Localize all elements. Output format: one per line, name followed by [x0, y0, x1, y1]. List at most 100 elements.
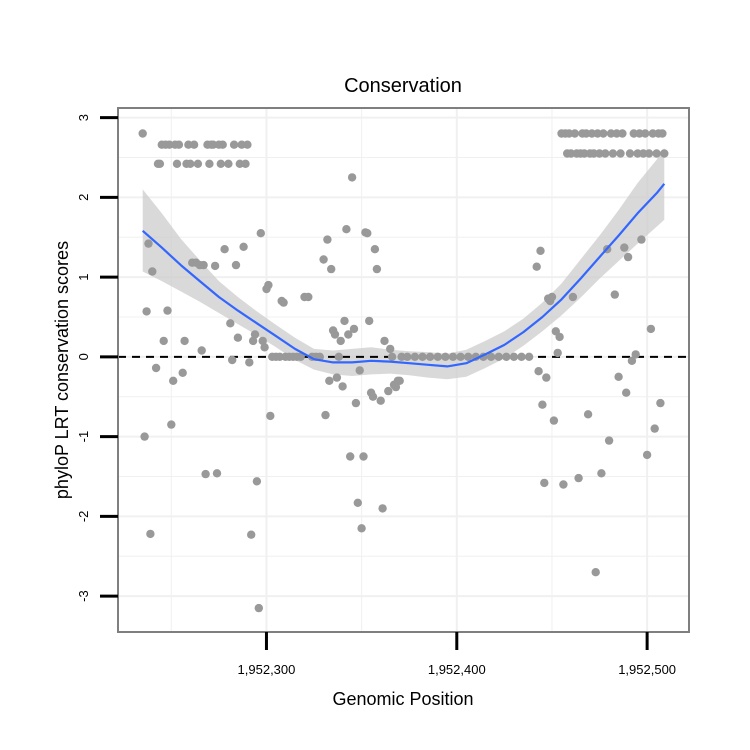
data-point — [216, 159, 225, 168]
data-point — [540, 478, 549, 488]
data-point — [509, 352, 519, 361]
data-point — [342, 225, 351, 234]
data-point — [637, 235, 646, 244]
data-point — [355, 366, 364, 375]
data-point — [346, 452, 355, 461]
data-point — [597, 469, 606, 478]
data-point — [231, 260, 241, 270]
data-point — [631, 350, 640, 359]
data-point — [321, 410, 330, 420]
data-point — [347, 173, 357, 182]
data-point — [142, 307, 151, 316]
data-point — [144, 239, 153, 248]
data-point — [536, 246, 545, 255]
data-point — [210, 261, 220, 271]
data-point — [226, 319, 235, 328]
data-point — [618, 129, 627, 138]
data-point — [616, 149, 625, 158]
data-point — [574, 473, 583, 483]
data-point — [252, 477, 262, 486]
data-point — [201, 469, 210, 479]
data-point — [344, 330, 353, 339]
data-point — [140, 432, 149, 441]
data-point — [340, 316, 349, 326]
data-point — [239, 242, 248, 251]
data-point — [641, 129, 650, 138]
data-point — [330, 330, 340, 339]
data-point — [327, 264, 336, 274]
data-point — [167, 420, 176, 429]
data-point — [568, 292, 578, 302]
data-point — [644, 149, 654, 158]
confidence-ribbon-layer — [142, 147, 665, 380]
data-point — [365, 316, 374, 326]
data-point — [395, 376, 404, 385]
data-point — [250, 330, 260, 339]
data-point — [441, 352, 450, 361]
data-point — [410, 352, 420, 361]
data-point — [433, 352, 442, 361]
data-point — [197, 346, 206, 355]
data-point — [351, 398, 361, 408]
data-point — [172, 159, 182, 168]
x-tick-label: 1,952,300 — [238, 662, 296, 677]
data-point — [614, 372, 623, 381]
x-tick-label: 1,952,400 — [428, 662, 486, 677]
data-point — [256, 229, 265, 238]
data-point — [233, 333, 243, 342]
data-point — [353, 498, 362, 507]
data-point — [570, 129, 579, 138]
y-tick-label: -2 — [76, 511, 91, 523]
data-point — [658, 129, 667, 138]
data-point — [464, 352, 473, 361]
data-point — [542, 373, 551, 382]
data-point — [186, 159, 195, 168]
data-point — [254, 603, 263, 613]
data-point — [368, 392, 378, 401]
data-point — [174, 140, 184, 149]
data-point — [349, 324, 359, 334]
grid-lines — [118, 108, 689, 632]
data-point — [559, 480, 568, 489]
data-point — [159, 336, 168, 346]
data-point — [205, 159, 214, 168]
data-point — [391, 382, 401, 392]
data-point — [456, 352, 465, 361]
data-point — [534, 367, 543, 376]
data-point — [146, 529, 155, 539]
data-point — [610, 290, 619, 299]
data-point — [623, 252, 633, 262]
data-point — [264, 280, 273, 290]
data-point — [553, 348, 562, 358]
data-point — [245, 358, 254, 367]
data-points — [138, 129, 669, 613]
data-point — [601, 149, 610, 158]
data-point — [532, 262, 541, 271]
data-point — [652, 149, 661, 158]
data-point — [319, 255, 328, 264]
data-point — [595, 149, 604, 158]
data-point — [332, 373, 342, 382]
data-point — [178, 368, 187, 377]
data-point — [243, 140, 252, 149]
chart-title: Conservation — [344, 75, 462, 97]
data-point — [583, 410, 593, 419]
plot-frame — [117, 107, 690, 633]
data-point — [604, 436, 614, 445]
data-point — [591, 568, 600, 577]
data-point — [359, 452, 368, 461]
data-point — [502, 352, 511, 361]
data-point — [138, 129, 147, 138]
data-point — [220, 245, 229, 254]
data-point — [336, 336, 345, 346]
data-point — [386, 344, 395, 354]
data-point — [212, 469, 222, 478]
x-axis-label: Genomic Position — [332, 689, 473, 709]
data-point — [323, 235, 332, 244]
data-point — [169, 376, 178, 385]
data-point — [229, 140, 239, 149]
data-point — [517, 352, 526, 361]
plot-area — [117, 107, 690, 633]
confidence-ribbon — [142, 147, 665, 380]
